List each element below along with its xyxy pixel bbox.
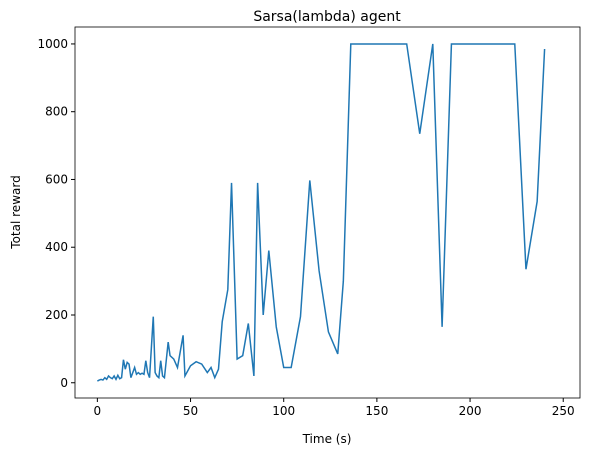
x-tick-label: 250 [552, 404, 575, 418]
line-series [97, 43, 546, 382]
y-tick-label: 800 [45, 105, 68, 119]
x-tick-label: 0 [94, 404, 102, 418]
y-tick-label: 400 [45, 240, 68, 254]
x-tick-label: 50 [183, 404, 198, 418]
chart-title: Sarsa(lambda) agent [253, 9, 401, 25]
y-axis-label: Total reward [9, 175, 23, 249]
x-tick-label: 100 [272, 404, 295, 418]
x-axis-label: Time (s) [302, 432, 352, 446]
y-tick-label: 200 [45, 308, 68, 322]
plot-frame [74, 26, 581, 399]
y-tick-label: 0 [60, 376, 68, 390]
y-tick-label: 1000 [37, 37, 68, 51]
x-tick-label: 150 [365, 404, 388, 418]
x-tick-label: 200 [459, 404, 482, 418]
y-tick-label: 600 [45, 172, 68, 186]
